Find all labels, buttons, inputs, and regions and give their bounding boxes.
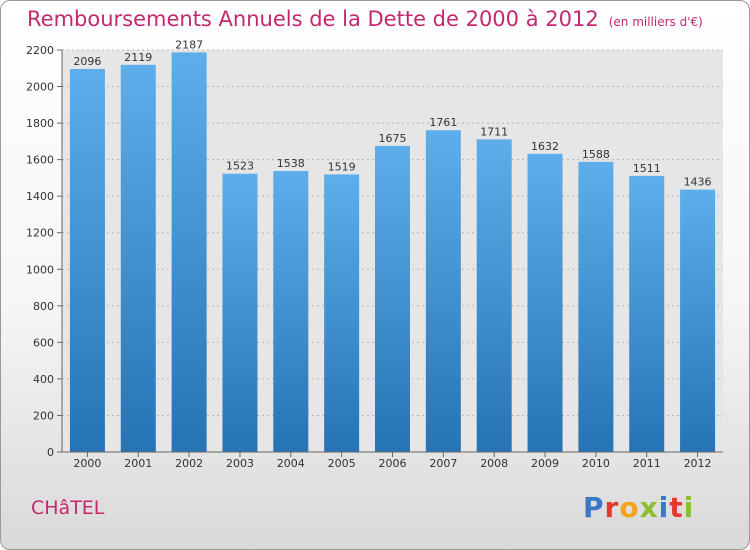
x-tick-label: 2010	[582, 457, 610, 470]
bar-value-label: 1519	[328, 160, 356, 173]
x-tick-label: 2008	[480, 457, 508, 470]
chart-title: Remboursements Annuels de la Dette de 20…	[27, 7, 703, 31]
logo-letter: t	[669, 491, 684, 524]
y-tick-label: 2200	[26, 44, 54, 57]
bar-2007	[425, 130, 461, 452]
bar-2006	[375, 145, 410, 452]
bar-2011	[629, 175, 665, 452]
commune-name: CHâTEL	[31, 497, 105, 519]
y-tick-label: 1200	[26, 227, 54, 240]
x-tick-label: 2005	[328, 457, 356, 470]
bar-2005	[324, 174, 360, 453]
logo-letter: i	[683, 491, 695, 524]
logo-letter: r	[604, 491, 620, 524]
bar-2002	[171, 52, 207, 452]
x-tick-label: 2009	[531, 457, 559, 470]
bar-2010	[578, 161, 614, 452]
bar-value-label: 1761	[429, 116, 457, 129]
logo-letter: i	[658, 491, 670, 524]
y-tick-label: 1400	[26, 190, 54, 203]
x-tick-label: 2003	[226, 457, 254, 470]
bar-2000	[69, 69, 105, 453]
bar-value-label: 2096	[73, 55, 101, 68]
bar-2003	[222, 173, 258, 452]
logo-letter: x	[639, 491, 659, 524]
y-tick-label: 1600	[26, 154, 54, 167]
bar-value-label: 1632	[531, 140, 559, 153]
x-tick-label: 2012	[684, 457, 712, 470]
bar-value-label: 1711	[480, 125, 508, 138]
logo-letter: o	[619, 491, 640, 524]
bar-2012	[680, 189, 716, 452]
y-tick-label: 800	[33, 300, 54, 313]
y-tick-label: 600	[33, 336, 54, 349]
bars	[69, 52, 716, 453]
x-tick-label: 2007	[429, 457, 457, 470]
bar-2008	[476, 139, 512, 452]
bar-value-label: 1436	[684, 176, 712, 189]
y-tick-label: 1000	[26, 263, 54, 276]
y-tick-label: 200	[33, 409, 54, 422]
y-axis: 0 200 400 600 800 1000 1200 1400 1600 1800 2000 220…	[26, 44, 63, 459]
y-tick-label: 400	[33, 373, 54, 386]
y-tick-label: 1800	[26, 117, 54, 130]
bar-value-label: 1511	[633, 162, 661, 175]
x-tick-label: 2002	[175, 457, 203, 470]
x-axis: 2000 2001 2002 2003 2004 2005 2006 2007 2008 2009…	[62, 451, 723, 470]
chart-unit-label: (en milliers d'€)	[608, 15, 703, 29]
proxiti-logo: Proxiti	[583, 491, 694, 524]
bar-2004	[273, 170, 309, 452]
bar-value-label: 2119	[124, 51, 152, 64]
x-tick-label: 2006	[379, 457, 407, 470]
bar-value-label: 1675	[379, 132, 407, 145]
x-tick-label: 2001	[124, 457, 152, 470]
x-tick-label: 2004	[277, 457, 305, 470]
y-tick-label: 2000	[26, 81, 54, 94]
chart-title-text: Remboursements Annuels de la Dette de 20…	[27, 7, 599, 31]
bar-value-label: 1588	[582, 148, 610, 161]
x-tick-label: 2000	[73, 457, 101, 470]
bar-2001	[120, 64, 156, 452]
bar-2009	[527, 153, 563, 452]
logo-letter: P	[583, 491, 605, 524]
y-tick-label: 0	[47, 446, 54, 459]
data-labels: 2096 2119 2187 1523 1538 1519 1675 1761 1711 1632…	[73, 38, 711, 188]
bar-value-label: 2187	[175, 38, 203, 51]
bar-value-label: 1538	[277, 157, 305, 170]
x-tick-label: 2011	[633, 457, 661, 470]
bar-value-label: 1523	[226, 160, 254, 173]
